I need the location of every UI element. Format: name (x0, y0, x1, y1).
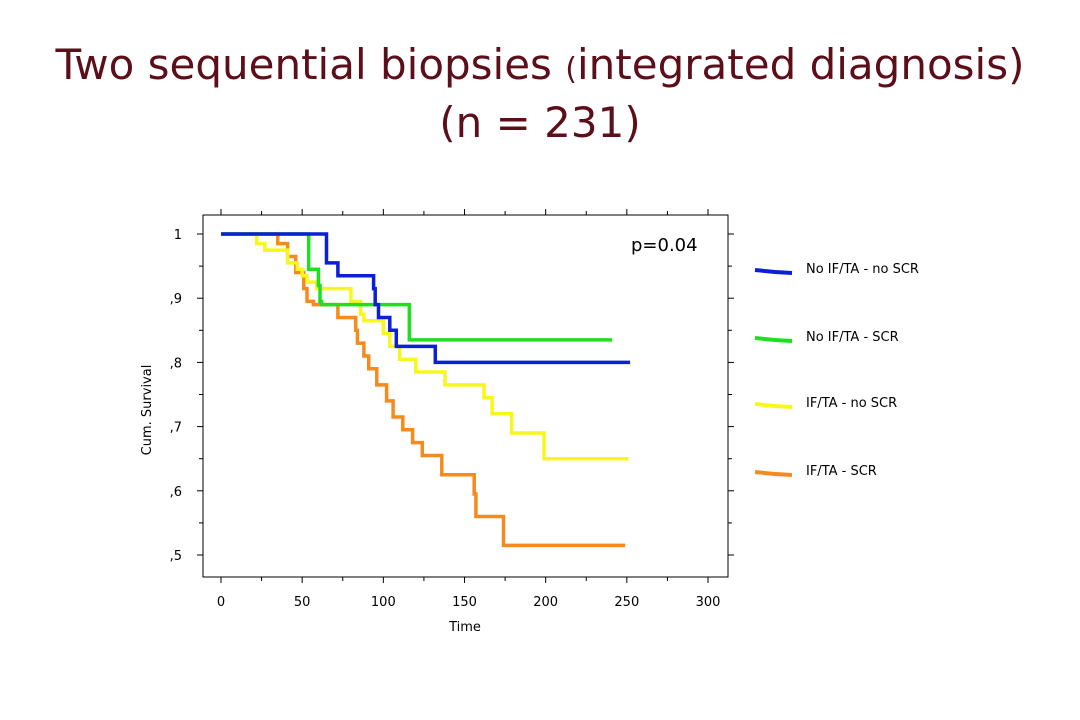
series-line-no-if-ta-no-scr (221, 232, 631, 365)
p-value-annotation: p=0.04 (631, 235, 698, 256)
legend-label-no-if-ta-scr: No IF/TA - SCR (806, 330, 899, 345)
y-tick-label-5: 1 (174, 228, 182, 243)
legend-label-if-ta-no-scr: IF/TA - no SCR (806, 396, 897, 411)
legend-swatch-if-ta-no-scr (754, 402, 793, 409)
title-part-b: integrated diagnosis) (577, 40, 1025, 89)
x-tick-label-100: 100 (371, 595, 396, 610)
x-tick-label-50: 50 (294, 595, 311, 610)
y-tick-label-4: ,9 (170, 292, 182, 307)
series-line-no-if-ta-scr (221, 232, 613, 342)
legend-swatch-if-ta-scr (754, 470, 793, 477)
series-line-if-ta-scr (221, 232, 626, 548)
legend-label-if-ta-scr: IF/TA - SCR (806, 464, 877, 479)
y-tick-label-1: ,6 (170, 485, 182, 500)
legend-swatch-no-if-ta-scr (754, 336, 793, 343)
plot-frame (202, 214, 729, 578)
chart-title-line-1: Two sequential biopsies (integrated diag… (0, 40, 1080, 89)
x-tick-label-250: 250 (614, 595, 639, 610)
x-axis-title: Time (448, 620, 481, 635)
y-tick-label-3: ,8 (170, 356, 182, 371)
y-axis-ticks: ,5 ,6 ,7 ,8 ,9 1 (170, 228, 734, 564)
y-tick-label-0: ,5 (170, 549, 182, 564)
series-line-if-ta-no-scr (221, 232, 629, 461)
y-axis-title: Cum. Survival (140, 365, 155, 456)
legend-swatch-no-if-ta-no-scr (754, 268, 793, 275)
chart-title-line-2: (n = 231) (439, 98, 641, 147)
x-axis-ticks: 0 50 100 150 200 250 300 (217, 209, 721, 610)
x-tick-label-0: 0 (217, 595, 225, 610)
y-tick-label-2: ,7 (170, 421, 182, 436)
x-tick-label-300: 300 (696, 595, 721, 610)
title-paren: ( (565, 52, 578, 87)
x-tick-label-150: 150 (452, 595, 477, 610)
series-layer (221, 232, 631, 548)
legend-label-no-if-ta-no-scr: No IF/TA - no SCR (806, 262, 919, 277)
legend: No IF/TA - no SCR No IF/TA - SCR IF/TA - n… (754, 262, 919, 479)
x-tick-label-200: 200 (533, 595, 558, 610)
title-part-a: Two sequential biopsies (55, 40, 566, 89)
